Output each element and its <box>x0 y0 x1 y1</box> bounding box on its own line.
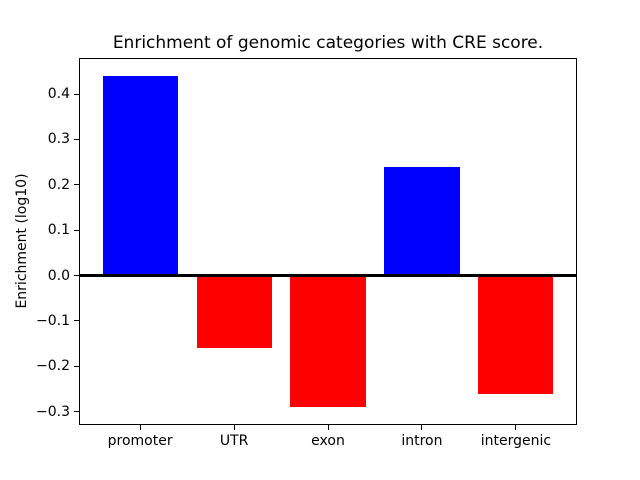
y-axis-label: Enrichment (log10) <box>14 173 30 309</box>
x-tick-mark <box>233 425 235 430</box>
y-tick-mark <box>74 229 79 231</box>
y-tick-label: 0.2 <box>47 176 70 193</box>
x-tick-label-promoter: promoter <box>107 433 173 449</box>
bar-exon <box>290 275 366 408</box>
x-tick-mark <box>139 425 141 430</box>
zero-line <box>80 274 576 277</box>
chart-title: Enrichment of genomic categories with CR… <box>112 33 544 53</box>
y-tick-label: 0.1 <box>47 222 70 239</box>
x-tick-label-intron: intron <box>401 433 443 449</box>
x-tick-mark <box>327 425 329 430</box>
y-tick-mark <box>74 93 79 95</box>
y-tick-mark <box>74 365 79 367</box>
bar-intron <box>384 166 460 276</box>
x-tick-label-intergenic: intergenic <box>480 433 552 449</box>
y-tick-label: −0.3 <box>36 403 70 420</box>
y-tick-label: −0.2 <box>36 358 70 375</box>
y-tick-label: −0.1 <box>36 312 70 329</box>
x-tick-label-UTR: UTR <box>219 433 249 449</box>
y-tick-label: 0.0 <box>47 267 70 284</box>
y-tick-label: 0.3 <box>47 131 70 148</box>
bar-intergenic <box>478 275 554 394</box>
x-tick-mark <box>515 425 517 430</box>
plot-area <box>79 58 577 425</box>
x-tick-label-exon: exon <box>311 433 345 449</box>
bar-UTR <box>196 275 272 349</box>
y-tick-mark <box>74 320 79 322</box>
y-tick-mark <box>74 275 79 276</box>
x-tick-mark <box>421 425 423 430</box>
bars-layer <box>80 59 576 424</box>
y-tick-mark <box>74 184 79 186</box>
bar-promoter <box>102 75 178 276</box>
y-tick-mark <box>74 138 79 140</box>
y-tick-label: 0.4 <box>47 86 70 102</box>
y-tick-mark <box>74 411 79 413</box>
